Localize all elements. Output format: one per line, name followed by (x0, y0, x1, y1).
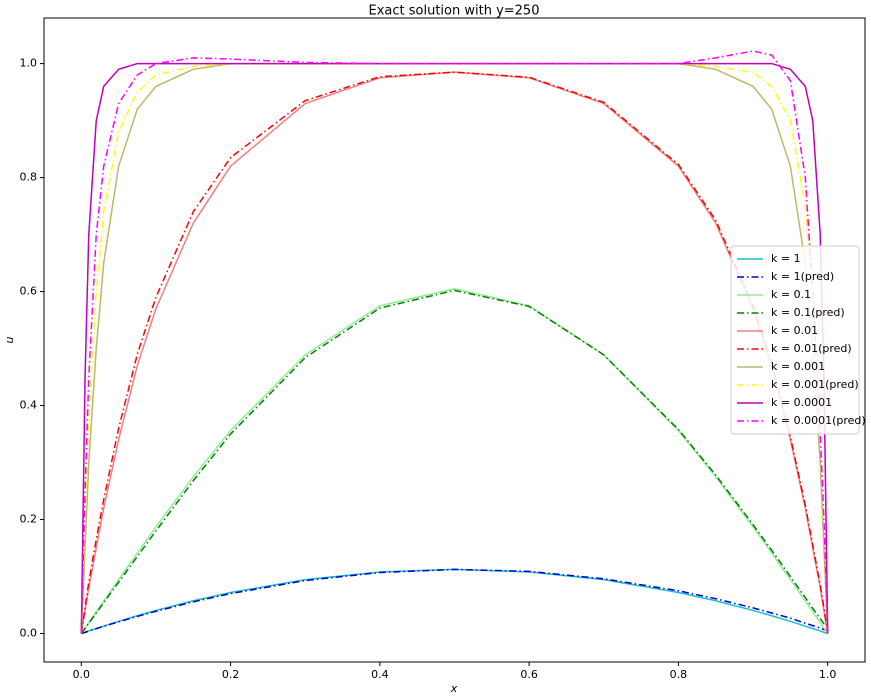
series-line (80, 289, 829, 634)
y-tick-label: 1.0 (20, 57, 38, 70)
series-line (80, 50, 829, 634)
x-tick-label: 0.6 (520, 668, 538, 681)
plot-frame (43, 17, 866, 663)
legend-label: k = 0.001 (771, 360, 825, 373)
series-line (80, 71, 829, 634)
x-tick-label: 0.2 (222, 668, 240, 681)
chart-title: Exact solution with y=250 (369, 4, 540, 19)
legend-box (730, 245, 860, 435)
series-line (80, 287, 829, 634)
x-axis-label: x (450, 682, 458, 695)
series-line (81, 568, 828, 635)
legend-label: k = 0.0001 (771, 396, 832, 409)
x-tick-label: 0.8 (670, 668, 688, 681)
y-axis-label: u (3, 336, 16, 343)
legend-label: k = 0.01(pred) (771, 342, 852, 355)
series-line (80, 71, 829, 634)
legend-label: k = 0.01 (771, 324, 818, 337)
legend-label: k = 0.1 (771, 288, 811, 301)
legend: k = 1 k = 1(pred) k = 0.1 k = 0.1(pred) k = … (730, 245, 866, 435)
y-tick-label: 0.8 (20, 171, 38, 184)
y-tick-label: 0.4 (20, 399, 38, 412)
y-tick-label: 0.0 (20, 627, 38, 640)
legend-label: k = 0.001(pred) (771, 378, 859, 391)
x-tick-label: 0.0 (73, 668, 91, 681)
legend-label: k = 1 (771, 252, 801, 265)
y-tick-label: 0.6 (20, 285, 38, 298)
legend-label: k = 0.0001(pred) (771, 414, 866, 427)
legend-label: k = 1(pred) (771, 270, 834, 283)
x-tick-label: 0.4 (371, 668, 389, 681)
legend-label: k = 0.1(pred) (771, 306, 845, 319)
x-tick-label: 1.0 (819, 668, 837, 681)
y-tick-label: 0.2 (20, 513, 38, 526)
